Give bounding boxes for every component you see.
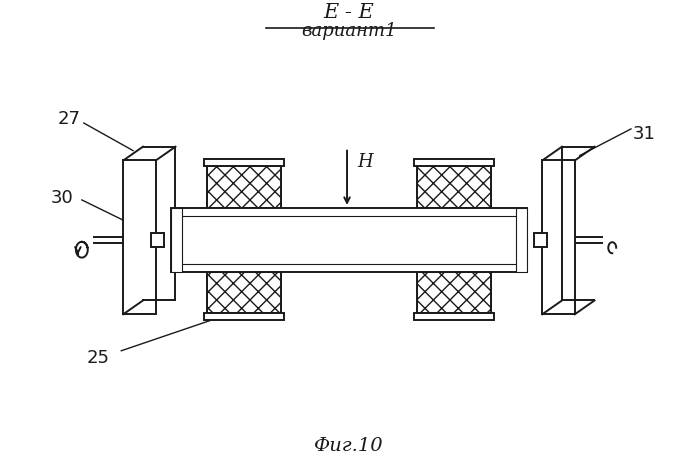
Bar: [207, 166, 281, 208]
Bar: [417, 166, 491, 208]
Bar: [171, 208, 528, 272]
Text: 30: 30: [51, 189, 73, 207]
Text: H: H: [357, 153, 373, 171]
Bar: [417, 272, 491, 313]
Bar: [204, 159, 284, 166]
Text: E - E: E - E: [324, 3, 375, 22]
Bar: [207, 272, 281, 313]
Bar: [414, 313, 494, 320]
Text: Фиг.10: Фиг.10: [314, 438, 384, 456]
Bar: [516, 208, 528, 272]
Text: L: L: [333, 208, 345, 226]
Bar: [542, 161, 575, 314]
Bar: [171, 208, 182, 272]
Bar: [207, 166, 281, 208]
Bar: [123, 161, 156, 314]
Bar: [207, 272, 281, 313]
Bar: [534, 233, 547, 247]
Bar: [417, 272, 491, 313]
Bar: [414, 159, 494, 166]
Text: 27: 27: [57, 110, 80, 128]
Bar: [204, 313, 284, 320]
Bar: [151, 233, 164, 247]
Text: вариант1: вариант1: [301, 22, 397, 40]
Text: 25: 25: [87, 349, 110, 367]
Bar: [417, 166, 491, 208]
Text: 31: 31: [633, 125, 655, 143]
